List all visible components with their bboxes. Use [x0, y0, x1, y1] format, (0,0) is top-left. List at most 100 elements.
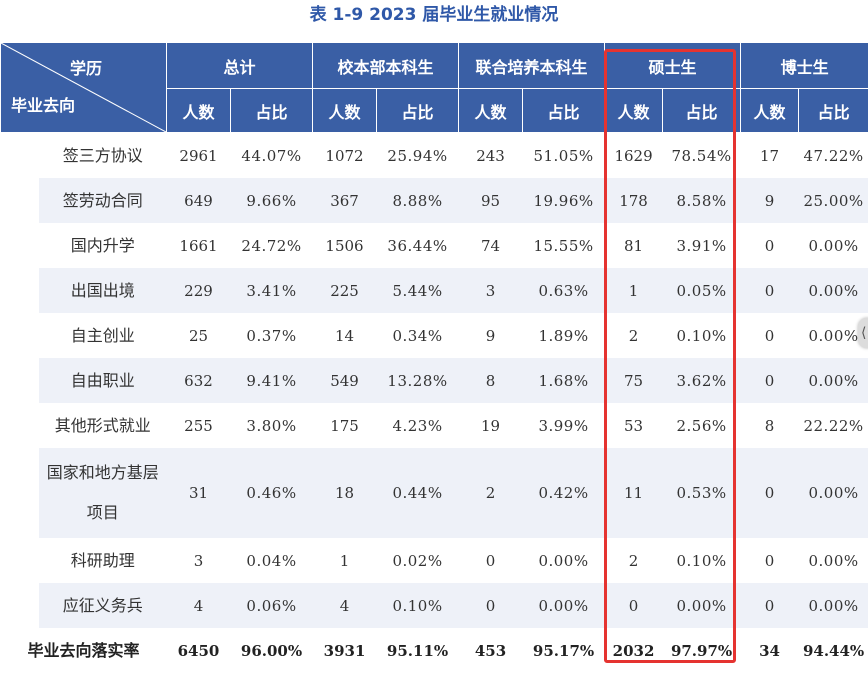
corner-label-degree: 学历 [70, 55, 102, 79]
count-cell: 1 [313, 538, 377, 583]
table-caption: 表 1-9 2023 届毕业生就业情况 [0, 0, 868, 30]
row-label: 应征义务兵 [39, 583, 167, 628]
ratio-cell: 8.58% [663, 178, 741, 223]
ratio-cell: 1.89% [523, 313, 605, 358]
count-cell: 632 [167, 358, 231, 403]
side-label-char: 实 [1, 407, 39, 433]
summary-count-cell: 3931 [313, 628, 377, 674]
ratio-cell: 15.55% [523, 223, 605, 268]
ratio-cell: 0.10% [377, 583, 459, 628]
count-cell: 225 [313, 268, 377, 313]
count-cell: 74 [459, 223, 523, 268]
ratio-cell: 0.00% [523, 538, 605, 583]
count-cell: 0 [741, 448, 799, 538]
count-cell: 0 [741, 538, 799, 583]
ratio-cell: 3.91% [663, 223, 741, 268]
group-header: 博士生 [741, 43, 868, 89]
summary-ratio-cell: 96.00% [231, 628, 313, 674]
count-header: 人数 [167, 89, 231, 133]
ratio-cell: 51.05% [523, 133, 605, 179]
summary-count-cell: 34 [741, 628, 799, 674]
ratio-cell: 0.02% [377, 538, 459, 583]
ratio-cell: 13.28% [377, 358, 459, 403]
ratio-header: 占比 [799, 89, 868, 133]
count-cell: 229 [167, 268, 231, 313]
ratio-cell: 0.00% [799, 358, 868, 403]
count-cell: 2 [605, 538, 663, 583]
ratio-cell: 0.00% [799, 583, 868, 628]
count-header: 人数 [741, 89, 799, 133]
ratio-cell: 4.23% [377, 403, 459, 448]
row-label: 签三方协议 [39, 133, 167, 179]
count-cell: 367 [313, 178, 377, 223]
count-cell: 18 [313, 448, 377, 538]
ratio-cell: 0.46% [231, 448, 313, 538]
count-cell: 243 [459, 133, 523, 179]
ratio-cell: 1.68% [523, 358, 605, 403]
count-cell: 649 [167, 178, 231, 223]
summary-ratio-cell: 95.17% [523, 628, 605, 674]
side-label: 去向落实 [1, 133, 39, 629]
ratio-cell: 0.00% [663, 583, 741, 628]
row-label: 出国出境 [39, 268, 167, 313]
count-cell: 53 [605, 403, 663, 448]
ratio-cell: 2.56% [663, 403, 741, 448]
summary-count-cell: 6450 [167, 628, 231, 674]
count-cell: 2 [605, 313, 663, 358]
ratio-cell: 3.80% [231, 403, 313, 448]
ratio-cell: 9.66% [231, 178, 313, 223]
summary-count-cell: 2032 [605, 628, 663, 674]
count-cell: 4 [313, 583, 377, 628]
row-label: 国家和地方基层项目 [39, 448, 167, 538]
count-cell: 8 [741, 403, 799, 448]
count-cell: 4 [167, 583, 231, 628]
count-cell: 0 [459, 583, 523, 628]
group-header: 校本部本科生 [313, 43, 459, 89]
ratio-cell: 8.88% [377, 178, 459, 223]
group-header: 总计 [167, 43, 313, 89]
ratio-cell: 0.06% [231, 583, 313, 628]
summary-count-cell: 453 [459, 628, 523, 674]
group-header: 联合培养本科生 [459, 43, 605, 89]
side-label-char: 去 [1, 329, 39, 355]
ratio-cell: 0.53% [663, 448, 741, 538]
ratio-cell: 0.34% [377, 313, 459, 358]
count-cell: 1629 [605, 133, 663, 179]
ratio-cell: 24.72% [231, 223, 313, 268]
count-cell: 25 [167, 313, 231, 358]
count-cell: 2961 [167, 133, 231, 179]
count-cell: 31 [167, 448, 231, 538]
ratio-cell: 44.07% [231, 133, 313, 179]
ratio-cell: 47.22% [799, 133, 868, 179]
ratio-cell: 0.44% [377, 448, 459, 538]
ratio-cell: 19.96% [523, 178, 605, 223]
row-label: 自主创业 [39, 313, 167, 358]
ratio-cell: 0.05% [663, 268, 741, 313]
count-cell: 0 [741, 268, 799, 313]
count-cell: 1072 [313, 133, 377, 179]
count-cell: 9 [741, 178, 799, 223]
count-cell: 0 [605, 583, 663, 628]
count-cell: 17 [741, 133, 799, 179]
count-cell: 11 [605, 448, 663, 538]
count-cell: 0 [741, 583, 799, 628]
side-scroll-handle[interactable]: ⟨ [858, 318, 868, 348]
ratio-cell: 0.10% [663, 538, 741, 583]
count-cell: 8 [459, 358, 523, 403]
count-cell: 1506 [313, 223, 377, 268]
count-cell: 1 [605, 268, 663, 313]
employment-table: 学历 毕业去向 总计 校本部本科生 联合培养本科生 硕士生 博士生 人数 占比 … [0, 42, 868, 674]
count-cell: 95 [459, 178, 523, 223]
ratio-cell: 36.44% [377, 223, 459, 268]
count-cell: 0 [741, 223, 799, 268]
count-cell: 19 [459, 403, 523, 448]
side-label-char: 向 [1, 355, 39, 381]
ratio-cell: 25.00% [799, 178, 868, 223]
